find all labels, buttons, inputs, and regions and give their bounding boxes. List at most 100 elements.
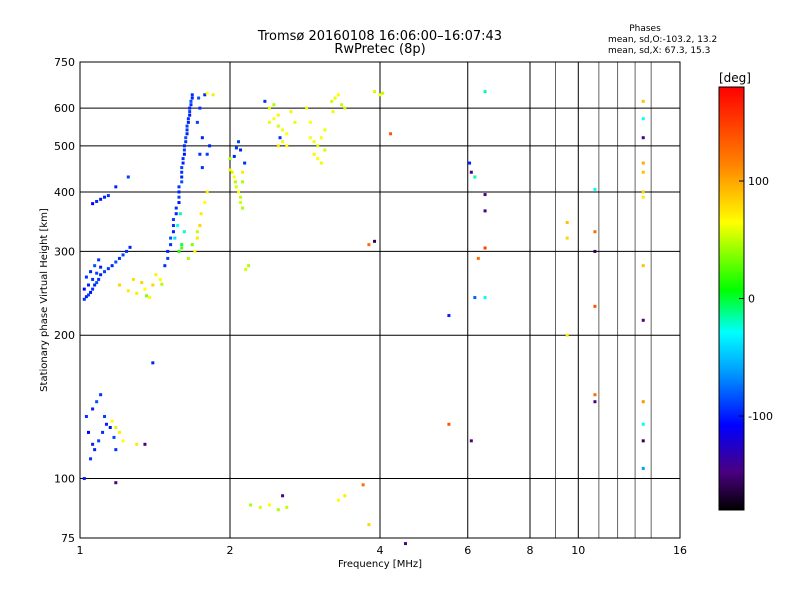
data-point	[182, 148, 186, 152]
data-point	[641, 99, 645, 103]
data-point	[82, 287, 86, 291]
data-point	[177, 195, 181, 199]
data-point	[367, 523, 371, 527]
data-point	[241, 170, 245, 174]
data-point	[343, 494, 347, 498]
data-point	[308, 120, 312, 124]
data-point	[95, 281, 99, 285]
data-point	[447, 314, 451, 318]
data-point	[232, 154, 236, 158]
data-point	[145, 294, 149, 298]
data-point	[243, 161, 247, 165]
data-point	[200, 136, 204, 140]
data-point	[166, 256, 170, 260]
data-point	[247, 264, 251, 268]
x-tick-label: 16	[673, 544, 687, 557]
data-point	[340, 103, 344, 107]
data-point	[312, 140, 316, 144]
data-point	[323, 128, 327, 132]
data-point	[641, 170, 645, 174]
data-point	[158, 277, 162, 281]
data-point	[189, 99, 193, 103]
data-point	[106, 267, 110, 271]
data-point	[117, 430, 121, 434]
data-point	[180, 246, 184, 250]
data-point	[178, 212, 182, 216]
data-point	[205, 152, 209, 156]
data-point	[373, 239, 377, 243]
data-point	[285, 132, 289, 136]
data-point	[641, 400, 645, 404]
data-point	[82, 297, 86, 301]
colorbar-tick-label: 0	[748, 293, 755, 306]
data-point	[565, 333, 569, 337]
data-point	[117, 283, 121, 287]
data-point	[190, 93, 194, 97]
data-point	[186, 120, 190, 124]
data-point	[281, 140, 285, 144]
data-point	[233, 180, 237, 184]
data-point	[177, 185, 181, 189]
data-point	[403, 542, 407, 546]
data-point	[131, 277, 135, 281]
data-point	[565, 221, 569, 225]
data-point	[91, 287, 95, 291]
data-point	[93, 283, 97, 287]
data-point	[99, 265, 103, 269]
data-point	[200, 166, 204, 170]
data-point	[97, 439, 101, 443]
data-point	[103, 195, 107, 199]
data-point	[143, 442, 147, 446]
data-point	[276, 113, 280, 117]
data-point	[128, 245, 132, 249]
data-point	[93, 264, 97, 268]
data-point	[323, 148, 327, 152]
y-axis-label: Stationary phase Virtual Height [km]	[39, 208, 50, 392]
data-point	[641, 264, 645, 268]
data-point	[177, 190, 181, 194]
data-point	[195, 120, 199, 124]
data-point	[97, 258, 101, 262]
data-point	[91, 442, 95, 446]
data-point	[195, 236, 199, 240]
data-point	[272, 117, 276, 121]
data-point	[211, 93, 215, 97]
data-point	[108, 425, 112, 429]
data-point	[166, 249, 170, 253]
data-point	[236, 140, 240, 144]
data-point	[312, 152, 316, 156]
data-point	[180, 170, 184, 174]
data-point	[641, 422, 645, 426]
data-point	[84, 275, 88, 279]
data-point	[117, 256, 121, 260]
data-point	[99, 197, 103, 201]
y-tick-label: 750	[54, 56, 75, 69]
data-point	[174, 206, 178, 210]
data-point	[228, 168, 232, 172]
data-point	[469, 170, 473, 174]
data-point	[232, 175, 236, 179]
data-point	[267, 503, 271, 507]
data-point	[281, 128, 285, 132]
data-point	[565, 236, 569, 240]
data-point	[361, 483, 365, 487]
data-point	[267, 120, 271, 124]
data-point	[121, 439, 125, 443]
data-points	[82, 90, 645, 546]
data-point	[91, 202, 95, 206]
x-tick-label: 6	[464, 544, 471, 557]
data-point	[177, 249, 181, 253]
data-point	[140, 281, 144, 285]
chart-subtitle: RwPretec (8p)	[334, 42, 425, 57]
data-point	[126, 289, 130, 293]
data-point	[197, 96, 201, 100]
data-point	[95, 400, 99, 404]
data-point	[171, 224, 175, 228]
data-point	[114, 260, 118, 264]
data-point	[208, 144, 212, 148]
data-point	[476, 256, 480, 260]
data-point	[195, 230, 199, 234]
data-point	[199, 212, 203, 216]
data-point	[112, 435, 116, 439]
data-point	[151, 361, 155, 365]
